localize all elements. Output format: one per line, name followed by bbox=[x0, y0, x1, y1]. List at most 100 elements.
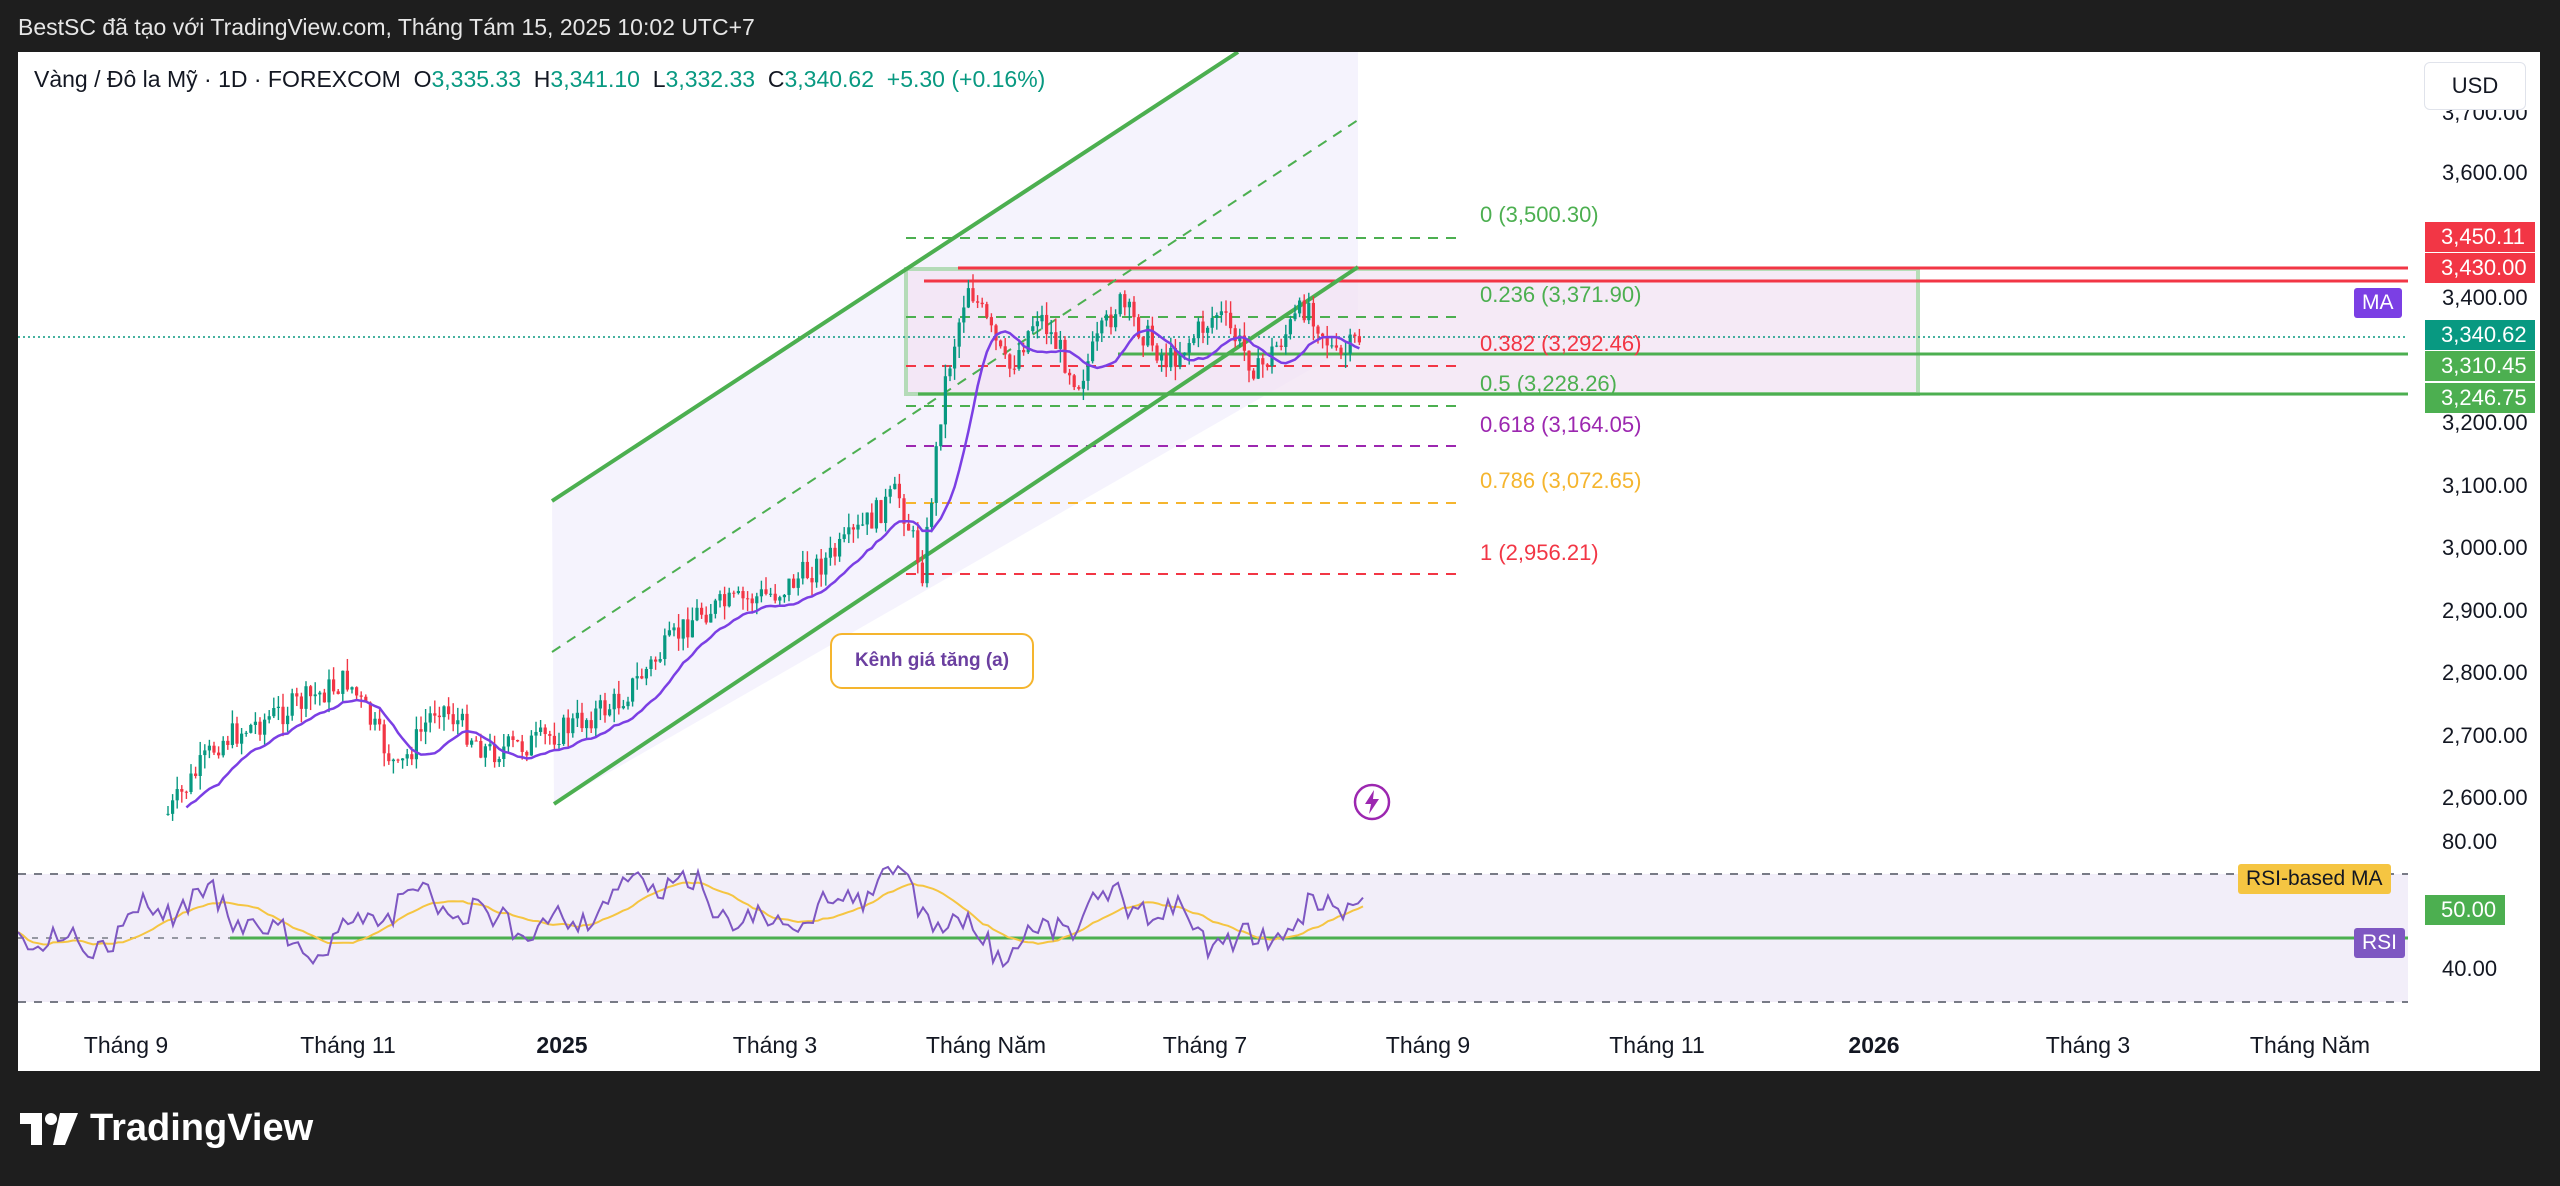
candle-body bbox=[221, 740, 225, 756]
candle-body bbox=[773, 593, 777, 601]
time-axis-label: Tháng 9 bbox=[83, 1032, 169, 1058]
candle-body bbox=[686, 619, 690, 638]
candle-body bbox=[571, 718, 575, 734]
price-axis-label: 2,600.00 bbox=[2442, 785, 2528, 810]
candle-body bbox=[1040, 314, 1044, 322]
tradingview-logo[interactable]: TradingView bbox=[20, 1107, 313, 1150]
candle-body bbox=[1293, 313, 1297, 320]
candle-body bbox=[644, 669, 648, 679]
candle-body bbox=[258, 721, 262, 735]
candle-body bbox=[217, 752, 221, 756]
candle-body bbox=[1219, 311, 1223, 316]
moving-average-line bbox=[185, 328, 1360, 809]
candle-body bbox=[1357, 336, 1361, 343]
candle-body bbox=[750, 598, 754, 604]
candle-body bbox=[815, 558, 819, 583]
time-axis-label: Tháng Năm bbox=[2249, 1032, 2371, 1058]
candle-body bbox=[299, 696, 303, 709]
candle-body bbox=[1104, 314, 1108, 321]
symbol-name[interactable]: Vàng / Đô la Mỹ · 1D · FOREXCOM bbox=[34, 66, 401, 92]
ma-tag[interactable]: MA bbox=[2354, 288, 2402, 318]
candle-body bbox=[677, 627, 681, 639]
candle-body bbox=[171, 800, 175, 814]
fib-label-0786: 0.786 (3,072.65) bbox=[1480, 468, 1642, 493]
candle-body bbox=[414, 729, 418, 760]
candle-body bbox=[957, 322, 961, 347]
currency-button[interactable]: USD bbox=[2424, 62, 2526, 110]
candle-body bbox=[884, 496, 888, 523]
candle-body bbox=[741, 591, 745, 599]
candle-body bbox=[769, 593, 773, 595]
time-axis-label: Tháng 9 bbox=[1385, 1032, 1471, 1058]
candle-body bbox=[704, 614, 708, 623]
candle-body bbox=[529, 735, 533, 756]
candle-body bbox=[1155, 345, 1159, 361]
candle-body bbox=[902, 498, 906, 524]
candle-body bbox=[479, 740, 483, 758]
candle-body bbox=[1265, 364, 1269, 367]
candle-body bbox=[626, 701, 630, 707]
candle-body bbox=[263, 719, 267, 735]
candle-body bbox=[194, 773, 198, 776]
candle-body bbox=[778, 597, 782, 601]
candle-body bbox=[557, 743, 561, 745]
fib-label-0382: 0.382 (3,292.46) bbox=[1480, 331, 1642, 356]
candle-body bbox=[713, 600, 717, 614]
rsi-ma-tag[interactable]: RSI-based MA bbox=[2238, 864, 2391, 894]
tradingview-logo-icon bbox=[20, 1112, 78, 1145]
range-box bbox=[904, 267, 1920, 396]
candle-body bbox=[907, 523, 911, 531]
header-bar: BestSC đã tạo với TradingView.com, Tháng… bbox=[0, 0, 2560, 52]
candle-body bbox=[1077, 387, 1081, 389]
candle-body bbox=[589, 720, 593, 729]
candle-body bbox=[897, 483, 901, 499]
candle-body bbox=[930, 502, 934, 527]
candle-body bbox=[805, 561, 809, 579]
candle-body bbox=[658, 659, 662, 662]
candle-body bbox=[1118, 294, 1122, 315]
candle-body bbox=[1192, 338, 1196, 344]
candle-body bbox=[313, 694, 317, 697]
candle-body bbox=[230, 723, 234, 745]
rsi-tag[interactable]: RSI bbox=[2354, 928, 2406, 958]
candle-body bbox=[419, 729, 423, 732]
candle-body bbox=[488, 744, 492, 747]
candle-body bbox=[1261, 358, 1265, 365]
candle-body bbox=[727, 592, 731, 607]
candle-body bbox=[1334, 345, 1338, 348]
candle-body bbox=[851, 527, 855, 530]
chart-canvas[interactable] bbox=[18, 52, 2540, 1071]
candle-body bbox=[1229, 312, 1233, 329]
symbol-legend[interactable]: Vàng / Đô la Mỹ · 1D · FOREXCOM O3,335.3… bbox=[34, 66, 1045, 93]
price-axis-label: 3,700.00 bbox=[2442, 100, 2528, 125]
candle-body bbox=[244, 732, 248, 734]
lightning-icon[interactable] bbox=[1352, 782, 1392, 822]
candle-body bbox=[1252, 370, 1256, 379]
candle-body bbox=[332, 679, 336, 692]
channel-label[interactable]: Kênh giá tăng (a) bbox=[830, 633, 1034, 689]
candle-body bbox=[631, 678, 635, 702]
candle-body bbox=[1330, 345, 1334, 347]
candle-body bbox=[1242, 335, 1246, 351]
candle-body bbox=[290, 693, 294, 716]
candle-body bbox=[879, 500, 883, 523]
candle-body bbox=[1183, 352, 1187, 355]
change-value: +5.30 (+0.16%) bbox=[886, 66, 1046, 92]
chart-panel[interactable]: Vàng / Đô la Mỹ · 1D · FOREXCOM O3,335.3… bbox=[18, 52, 2540, 1071]
candle-body bbox=[1164, 354, 1168, 368]
channel-lower-line bbox=[552, 265, 1360, 806]
price-label-3450: 3,450.11 bbox=[2425, 222, 2535, 252]
candle-body bbox=[962, 307, 966, 323]
candle-body bbox=[925, 526, 929, 584]
time-axis-label: Tháng Năm bbox=[925, 1032, 1047, 1058]
candle-body bbox=[382, 724, 386, 754]
candle-body bbox=[736, 591, 740, 594]
candle-body bbox=[1325, 336, 1329, 346]
candle-body bbox=[1049, 332, 1053, 335]
candle-body bbox=[1233, 328, 1237, 342]
candle-body bbox=[787, 578, 791, 595]
candle-body bbox=[240, 733, 244, 744]
candle-body bbox=[672, 627, 676, 631]
price-candles bbox=[166, 274, 1361, 821]
fib-label-05: 0.5 (3,228.26) bbox=[1480, 371, 1617, 396]
